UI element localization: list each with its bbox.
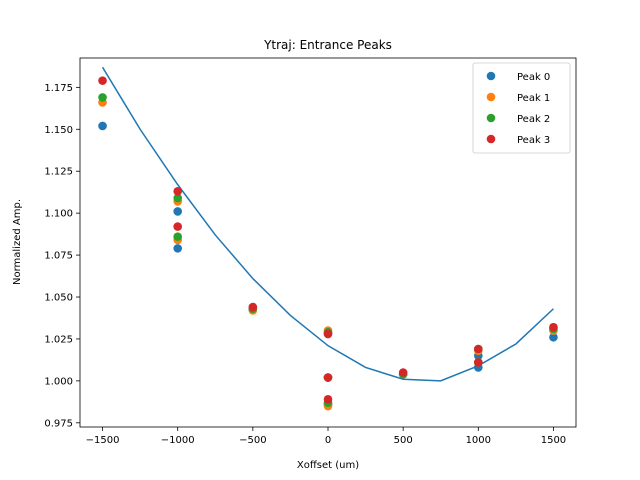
x-axis-label: Xoffset (um) (297, 460, 359, 471)
x-tick-label-0: −1500 (86, 435, 120, 446)
legend-marker-3 (486, 134, 496, 144)
point-peak-3-9 (474, 358, 483, 367)
legend-marker-1 (486, 92, 496, 102)
point-peak-3-8 (474, 344, 483, 354)
y-axis-label: Normalized Amp. (12, 199, 23, 285)
y-tick-label-6: 1.125 (44, 167, 73, 178)
point-peak-3-1 (173, 187, 182, 196)
x-tick-label-5: 1000 (466, 435, 491, 446)
x-tick-label-2: −500 (239, 435, 266, 446)
y-tick-label-0: 0.975 (44, 418, 73, 429)
legend-marker-2 (486, 113, 496, 123)
y-tick-label-2: 1.025 (44, 334, 73, 345)
axes-layer: −1500 −1000 −500 0 500 1000 1500 0.975 1.000 1.02… (44, 57, 577, 446)
chart-title: Ytraj: Entrance Peaks (263, 38, 392, 52)
point-peak-3-7 (398, 368, 408, 377)
y-tick-label-8: 1.175 (44, 83, 73, 94)
point-peak-2-0 (98, 93, 107, 102)
point-peak-3-0 (98, 76, 107, 85)
y-tick-label-4: 1.075 (44, 251, 73, 262)
point-peak-2-2 (173, 232, 182, 241)
x-tick-label-6: 1500 (541, 435, 566, 446)
y-tick-label-3: 1.050 (44, 293, 73, 304)
point-peak-0-2 (173, 244, 182, 253)
point-peak-0-10 (549, 332, 558, 342)
point-peak-3-5 (323, 373, 333, 382)
y-tick-label-1: 1.000 (44, 376, 73, 387)
y-tick-label-5: 1.100 (44, 209, 73, 220)
x-tick-label-4: 500 (394, 435, 413, 446)
legend-label-1: Peak 1 (517, 93, 550, 104)
point-peak-3-4 (323, 329, 333, 339)
point-peak-2-1 (173, 193, 182, 203)
legend-label-2: Peak 2 (517, 114, 550, 125)
legend-label-0: Peak 0 (517, 72, 550, 83)
point-peak-3-10 (549, 322, 558, 332)
scatter-points-layer (98, 76, 558, 411)
y-tick-label-7: 1.150 (44, 125, 73, 136)
point-peak-3-3 (248, 302, 258, 312)
point-peak-3-6 (323, 395, 333, 404)
legend: Peak 0 Peak 1 Peak 2 Peak 3 (472, 62, 571, 154)
point-peak-0-0 (98, 121, 107, 131)
x-tick-label-3: 0 (325, 435, 331, 446)
point-peak-0-1 (173, 207, 182, 216)
legend-marker-0 (486, 71, 496, 81)
point-peak-3-2 (173, 222, 182, 231)
legend-box (472, 62, 571, 154)
legend-label-3: Peak 3 (517, 135, 550, 146)
x-tick-label-1: −1000 (161, 435, 195, 446)
